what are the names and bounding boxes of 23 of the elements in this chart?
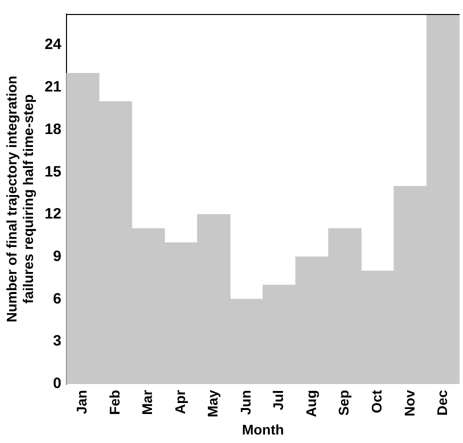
y-tick-label: 12	[44, 206, 62, 223]
x-tick-label: Feb	[106, 390, 122, 415]
y-tick-label: 15	[44, 163, 62, 180]
y-tick-label: 21	[44, 78, 62, 96]
x-tick-label: Dec	[434, 390, 450, 416]
y-tick-label: 0	[52, 375, 62, 392]
y-tick-label: 6	[52, 290, 62, 308]
y-tick-label: 9	[52, 248, 62, 266]
x-tick-label: Mar	[139, 389, 156, 415]
x-tick-label: Jul	[270, 390, 286, 410]
x-axis-title: Month	[242, 421, 284, 438]
y-axis-title: Number of final trajectory integration failures requiring half time-step	[3, 76, 36, 322]
x-tick-label: Sep	[336, 390, 352, 416]
x-tick-label: Nov	[401, 390, 418, 416]
x-tick-label: May	[204, 390, 221, 418]
y-tick-label: 24	[44, 36, 62, 54]
y-tick-label: 3	[52, 332, 62, 350]
y-tick-label: 18	[44, 120, 62, 138]
x-tick-label: Jun	[237, 390, 254, 415]
x-tick-label: Aug	[302, 390, 319, 418]
x-tick-label: Apr	[172, 389, 188, 414]
x-tick-label: Jan	[74, 390, 90, 414]
x-tick-label: Oct	[368, 390, 385, 414]
